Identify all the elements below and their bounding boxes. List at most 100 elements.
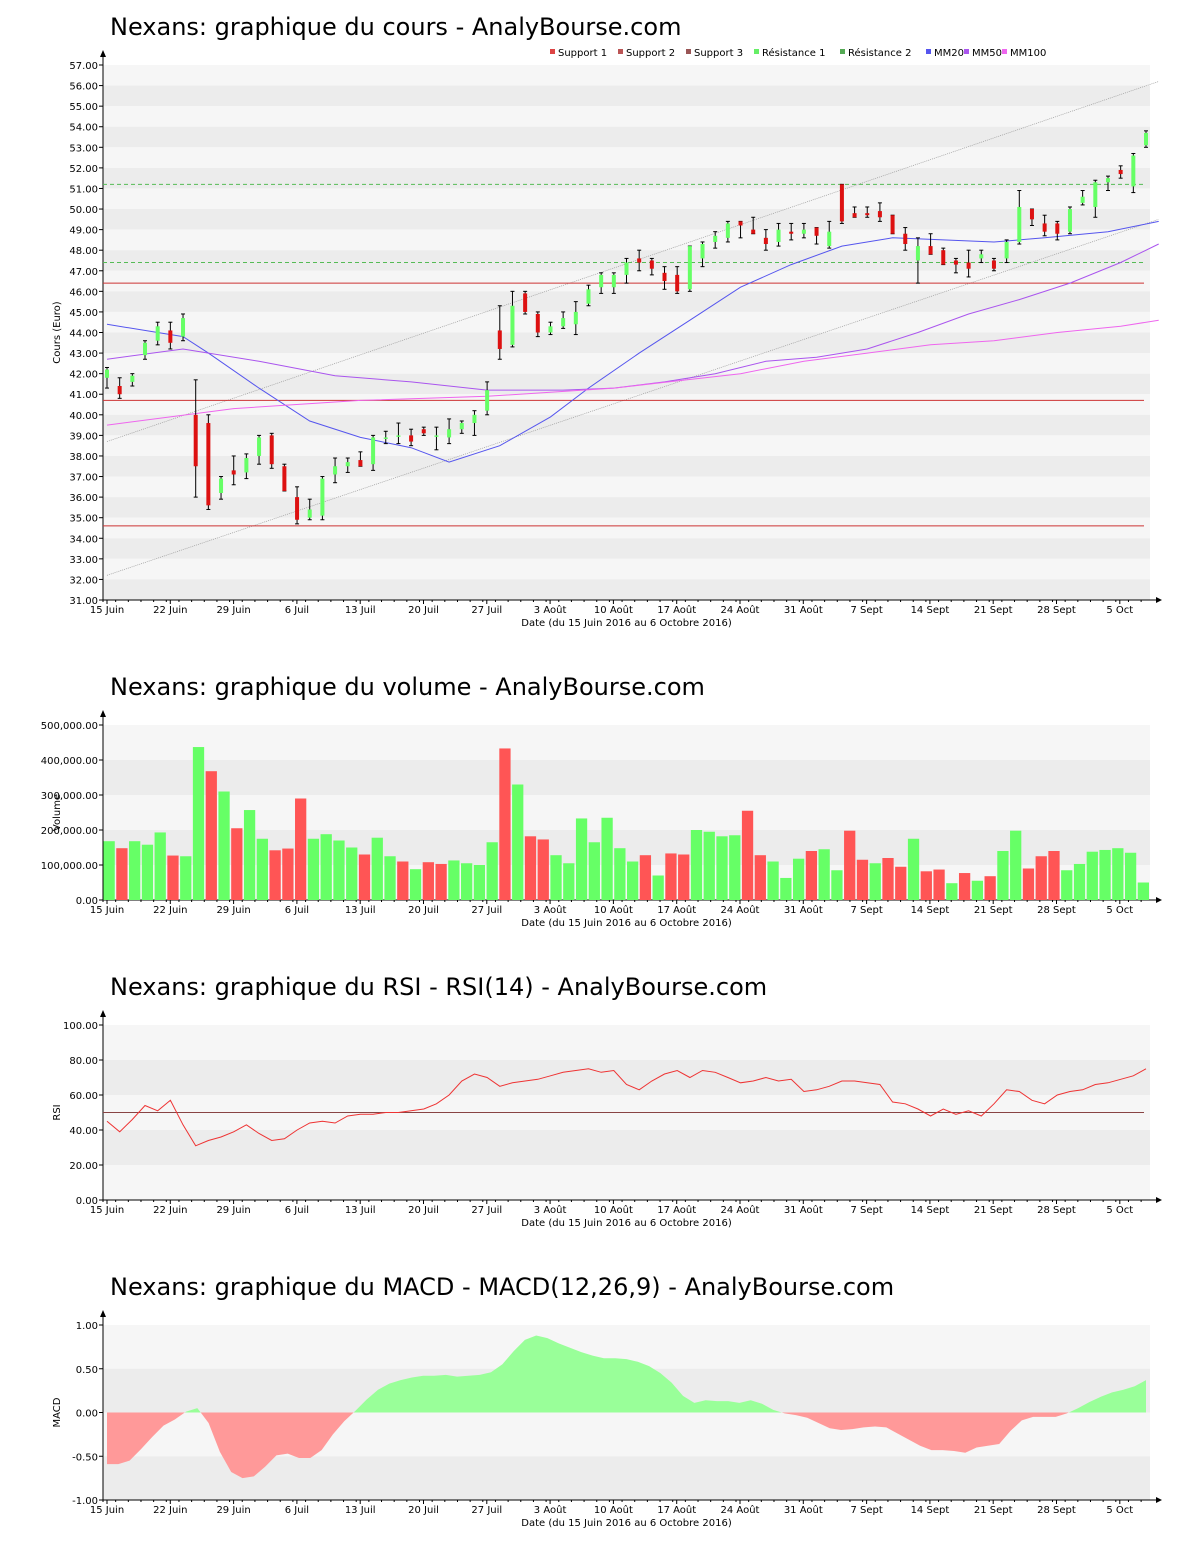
price-ytick-label: 44.00	[69, 329, 98, 340]
price-grid-band	[103, 373, 1150, 395]
price-grid-band	[103, 558, 1150, 580]
candle-body	[586, 289, 591, 304]
candle-body	[523, 293, 528, 312]
volume-xtick-label: 14 Sept	[911, 905, 950, 916]
candle-body	[231, 470, 236, 475]
candle-body	[472, 414, 477, 424]
price-grid-band	[103, 517, 1150, 539]
candle-body	[295, 497, 300, 520]
macd-ylabel: MACD	[52, 1397, 63, 1427]
volume-ytick-label: 500,000.00	[41, 721, 98, 732]
candle-body	[979, 254, 984, 259]
legend-label: Support 2	[626, 48, 675, 59]
candle-body	[751, 229, 756, 234]
candle-body	[903, 233, 908, 245]
candle-body	[497, 330, 502, 349]
candle-body	[105, 369, 109, 378]
rsi-xtick-label: 24 Août	[721, 1204, 760, 1216]
price-ytick-label: 42.00	[69, 370, 98, 381]
candle-body	[181, 318, 186, 337]
legend-swatch	[550, 49, 555, 54]
volume-xtick-label: 21 Sept	[974, 905, 1013, 916]
candle-body	[763, 237, 768, 245]
candle-body	[193, 414, 198, 467]
legend-swatch	[926, 49, 931, 54]
candle-body	[1029, 209, 1034, 220]
price-ytick-label: 41.00	[69, 390, 98, 401]
macd-ytick-label: 0.50	[76, 1365, 98, 1376]
volume-xtick-label: 15 Juin	[90, 905, 124, 916]
rsi-ytick-label: 20.00	[69, 1161, 98, 1172]
price-grid-band	[103, 147, 1150, 168]
candle-body	[915, 246, 920, 261]
price-grid-band	[103, 394, 1150, 415]
volume-bar	[486, 842, 498, 900]
candle-body	[333, 466, 338, 475]
volume-ytick-label: 300,000.00	[41, 791, 98, 802]
macd-ytick-label: 0.00	[76, 1409, 98, 1420]
rsi-y-arrow	[100, 1010, 106, 1017]
candle-body	[269, 435, 274, 465]
volume-bar	[1124, 852, 1137, 900]
candle-body	[282, 466, 287, 491]
macd-ytick-label: -0.50	[72, 1452, 98, 1463]
rsi-xtick-label: 29 Juin	[216, 1205, 250, 1216]
candle-body	[434, 435, 439, 437]
price-ytick-label: 51.00	[69, 184, 98, 195]
candle-body	[143, 342, 148, 356]
price-ytick-label: 38.00	[69, 452, 98, 463]
volume-bar	[422, 862, 434, 900]
price-title: Nexans: graphique du cours - AnalyBourse…	[110, 13, 681, 41]
price-xtick-label: 31 Août	[784, 604, 823, 616]
volume-bar	[563, 863, 575, 900]
price-ytick-label: 35.00	[69, 514, 98, 525]
price-xtick-label: 15 Juin	[90, 605, 124, 616]
price-grid-band	[103, 188, 1150, 210]
volume-bar	[243, 810, 256, 900]
rsi-xtick-label: 10 Août	[594, 1204, 633, 1216]
candle-body	[839, 184, 844, 222]
mm20-line	[106, 220, 1159, 463]
rsi-xtick-label: 15 Juin	[90, 1205, 124, 1216]
price-x-arrow	[1156, 597, 1162, 603]
volume-bar	[550, 855, 562, 900]
rsi-xtick-label: 5 Oct	[1106, 1205, 1133, 1216]
price-ytick-label: 53.00	[69, 143, 98, 154]
price-xtick-label: 3 Août	[534, 604, 567, 616]
macd-xtick-label: 21 Sept	[974, 1505, 1013, 1516]
candle-body	[1131, 155, 1136, 187]
volume-bar	[627, 861, 639, 900]
legend-swatch	[754, 49, 759, 54]
macd-area-negative	[107, 1412, 185, 1465]
macd-xtick-label: 27 Juil	[471, 1505, 502, 1516]
volume-bar	[205, 771, 217, 900]
price-grid-band	[103, 455, 1150, 477]
volume-grid-band	[103, 760, 1150, 795]
volume-bar	[512, 784, 524, 900]
macd-xtick-label: 22 Juin	[153, 1505, 187, 1516]
macd-xtick-label: 28 Sept	[1037, 1505, 1076, 1516]
price-grid-band	[103, 497, 1150, 518]
rsi-xtick-label: 17 Août	[657, 1204, 696, 1216]
candle-body	[1055, 223, 1060, 234]
price-xtick-label: 6 Juil	[285, 605, 309, 616]
volume-title: Nexans: graphique du volume - AnalyBours…	[110, 673, 705, 701]
legend-label: MM100	[1010, 48, 1046, 59]
macd-xtick-label: 24 Août	[721, 1504, 760, 1516]
candle-body	[966, 262, 971, 269]
volume-bar	[984, 876, 996, 900]
price-ytick-label: 36.00	[69, 493, 98, 504]
macd-area-positive	[353, 1335, 782, 1413]
candle-body	[130, 375, 135, 382]
volume-bar	[1099, 849, 1111, 900]
macd-ytick-label: 1.00	[76, 1321, 98, 1332]
candle-body	[573, 311, 578, 325]
price-y-arrow	[100, 50, 106, 57]
candle-body	[345, 462, 350, 467]
macd-xtick-label: 3 Août	[534, 1504, 567, 1516]
macd-area-negative	[781, 1412, 1069, 1453]
rsi-chart: Nexans: graphique du RSI - RSI(14) - Ana…	[52, 973, 1162, 1229]
channel-upper-line	[106, 81, 1159, 442]
volume-bar	[1137, 882, 1149, 900]
candle-body	[244, 458, 249, 473]
